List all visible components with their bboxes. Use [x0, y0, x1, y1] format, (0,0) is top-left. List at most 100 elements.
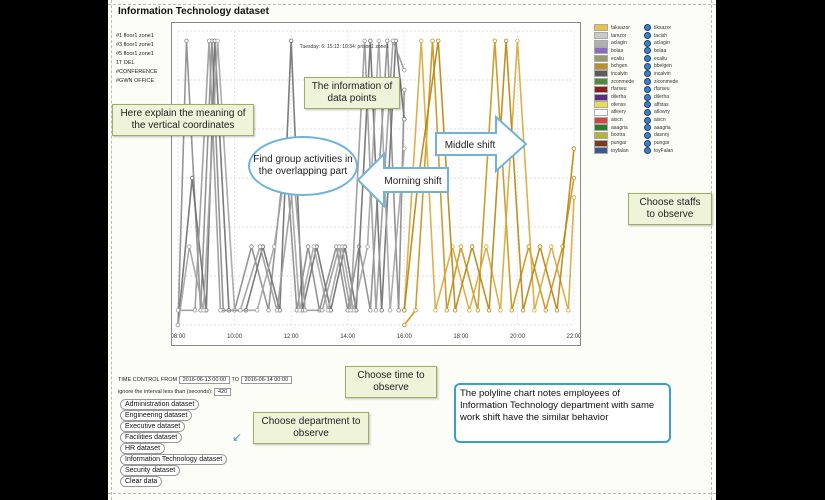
staff-label: tacish	[654, 32, 668, 39]
data-point	[484, 244, 489, 249]
staff-label: aiscn	[654, 117, 666, 124]
interval-control: ignore the interval less than (seconds):…	[118, 388, 232, 396]
legend-item: rfarseu	[594, 85, 634, 94]
staff-checkbox-row[interactable]: dilerha	[644, 93, 678, 101]
from-label: FROM	[160, 377, 178, 383]
legend-colors: taksazor tamzor aclagin bolaa ecaliu bchgen in…	[594, 24, 634, 155]
to-label: TO	[231, 377, 240, 383]
staff-label: aaagria	[654, 124, 671, 131]
checkbox-icon[interactable]	[644, 101, 651, 109]
staff-checkbox-row[interactable]: tacish	[644, 32, 678, 40]
staff-checkbox-row[interactable]: pungar	[644, 139, 678, 147]
checkbox-icon[interactable]	[644, 147, 651, 155]
data-point	[436, 38, 441, 43]
legend-item: dilerha	[594, 93, 634, 101]
checkbox-icon[interactable]	[644, 32, 651, 40]
legend-label: incalvin	[611, 70, 628, 77]
dept-button[interactable]: HR dataset	[120, 443, 166, 454]
dept-button[interactable]: Administration dataset	[120, 399, 200, 410]
data-point	[254, 308, 260, 313]
checkbox-icon[interactable]	[644, 85, 651, 93]
note-morning: Morning shift	[384, 176, 442, 187]
data-point	[175, 308, 181, 313]
legend-swatch	[594, 32, 608, 40]
middle-arrow	[435, 114, 528, 174]
app-frame: Information Technology dataset #1 floor1…	[108, 0, 716, 500]
dept-button[interactable]: Engineering dataset	[120, 410, 193, 421]
time-control: TIME CONTROL FROM 2016-06-13 00:00 TO 20…	[118, 376, 293, 384]
y-label: #1 floor1 zone1	[116, 33, 154, 39]
interval-label: ignore the interval less than (seconds):	[118, 389, 213, 395]
guide-line	[108, 4, 716, 5]
from-input[interactable]: 2016-06-13 00:00	[178, 376, 231, 384]
dept-button[interactable]: Security dataset	[120, 465, 181, 476]
data-point	[467, 308, 472, 313]
checkbox-icon[interactable]	[644, 124, 651, 132]
data-point	[337, 244, 342, 249]
note-staffs: Choose staffs to observe	[628, 193, 712, 225]
staff-checkbox-row[interactable]: atlowry	[644, 108, 678, 117]
checkbox-icon[interactable]	[644, 116, 651, 124]
legend-item: aaagria	[594, 124, 634, 132]
data-point	[413, 308, 418, 313]
legend-label: ofenss	[611, 101, 626, 108]
dept-button[interactable]: Information Technology dataset	[120, 454, 228, 465]
legend-label: pungar	[611, 140, 627, 147]
legend-item: atleery	[594, 108, 634, 117]
checkbox-icon[interactable]	[644, 78, 651, 86]
checkbox-icon[interactable]	[644, 47, 651, 55]
staff-checkbox-row[interactable]: aiscn	[644, 116, 678, 124]
staff-checkbox-row[interactable]: tiksazor	[644, 24, 678, 32]
data-point	[362, 38, 367, 43]
staff-checkbox-row[interactable]: affstas	[644, 101, 678, 109]
checkbox-icon[interactable]	[644, 139, 651, 147]
staff-checkbox-row[interactable]: aaagria	[644, 124, 678, 132]
data-point	[365, 244, 370, 249]
series-line-middle-shift-a	[403, 40, 575, 326]
data-point	[303, 308, 308, 313]
legend-label: rfarseu	[611, 86, 627, 93]
staff-checkbox-row[interactable]: ziconmede	[644, 78, 678, 86]
staff-checkbox-row[interactable]: incalvin	[644, 70, 678, 78]
staff-checkbox-row[interactable]: dasnnj	[644, 131, 678, 140]
legend-swatch	[594, 93, 608, 101]
clear-data-button[interactable]: Clear data	[120, 476, 163, 487]
legend-swatch	[594, 108, 608, 116]
note-group: Find group activities in the overlapping…	[248, 136, 358, 196]
legend-label: aclagin	[611, 40, 627, 47]
data-point	[486, 308, 492, 313]
callout-box: The polyline chart notes employees of In…	[454, 383, 671, 443]
data-point	[444, 308, 449, 313]
note-group-text: Find group activities in the overlapping…	[253, 154, 353, 177]
page-title: Information Technology dataset	[118, 6, 269, 17]
checkbox-icon[interactable]	[644, 131, 651, 139]
checkbox-icon[interactable]	[644, 39, 651, 47]
legend-swatch	[594, 116, 608, 124]
dept-button[interactable]: Executive dataset	[120, 421, 186, 432]
interval-input[interactable]: 420	[214, 388, 232, 396]
legend-swatch	[594, 70, 608, 78]
checkbox-icon[interactable]	[644, 70, 651, 78]
checkbox-icon[interactable]	[644, 108, 651, 116]
morning-arrow	[358, 151, 449, 209]
staff-checkbox-row[interactable]: bbelgen	[644, 62, 678, 70]
staff-checkbox-row[interactable]: rfarseu	[644, 85, 678, 94]
staff-checkbox-row[interactable]: ecaliu	[644, 55, 678, 63]
checkbox-icon[interactable]	[644, 24, 651, 32]
data-point	[430, 38, 435, 43]
data-point	[520, 308, 526, 313]
legend-item: bootra	[594, 131, 634, 140]
guide-line	[111, 0, 112, 500]
checkbox-icon[interactable]	[644, 93, 651, 101]
staff-checkbox-row[interactable]: bolaa	[644, 47, 678, 55]
legend-swatch	[594, 55, 608, 63]
data-point	[396, 308, 401, 313]
staff-checkbox-row[interactable]: aclagin	[644, 39, 678, 47]
legend-staff-checkboxes[interactable]: tiksazor tacish aclagin bolaa ecaliu bbelgen i…	[644, 24, 678, 155]
checkbox-icon[interactable]	[644, 55, 651, 63]
staff-checkbox-row[interactable]: toyFalan	[644, 147, 678, 155]
checkbox-icon[interactable]	[644, 62, 651, 70]
dept-button[interactable]: Facilities dataset	[120, 432, 183, 443]
to-input[interactable]: 2016-06-14 00:00	[240, 376, 293, 384]
staff-label: tiksazor	[654, 24, 672, 31]
